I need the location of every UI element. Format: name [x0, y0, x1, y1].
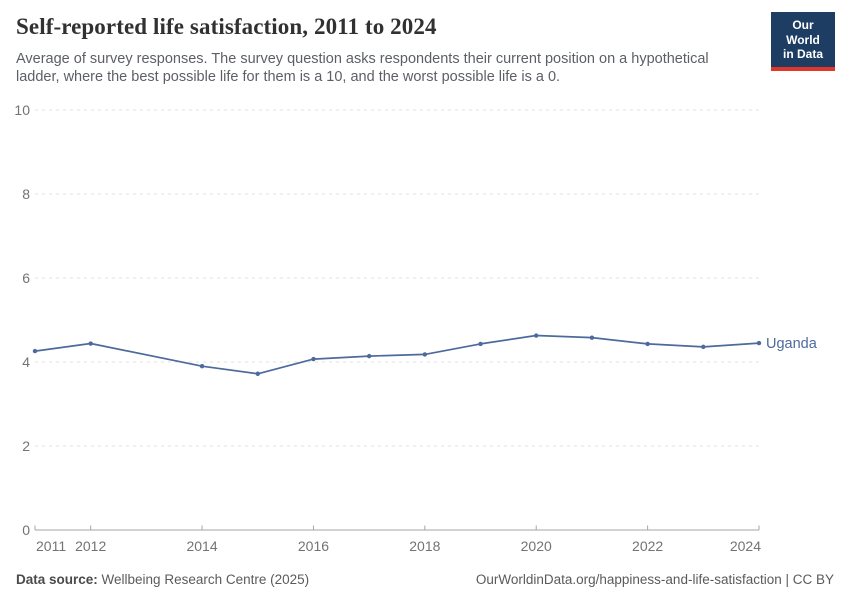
y-tick-label-0: 0: [22, 522, 30, 538]
owid-logo[interactable]: Our World in Data: [771, 12, 835, 71]
data-point-2011: [32, 348, 38, 354]
data-point-2017: [366, 353, 372, 359]
x-tick-label-2022: 2022: [632, 538, 663, 554]
data-point-2023: [701, 344, 706, 350]
x-tick-label-2024: 2024: [730, 538, 761, 554]
data-point-2015: [255, 371, 260, 376]
data-point-2014: [199, 364, 205, 369]
x-tick-label-2020: 2020: [521, 538, 552, 554]
data-point-2018: [422, 352, 428, 357]
data-point-2020: [534, 333, 539, 338]
y-tick-label-2: 2: [22, 438, 30, 454]
x-tick-label-2016: 2016: [298, 538, 329, 554]
x-tick-label-2012: 2012: [75, 538, 106, 554]
data-point-2019: [478, 341, 483, 347]
uganda-series-label: Uganda: [766, 336, 818, 352]
x-tick-label-2018: 2018: [409, 538, 440, 554]
x-tick-label-2014: 2014: [186, 538, 217, 554]
data-source: Data source: Wellbeing Research Centre (…: [16, 572, 309, 587]
owid-url-link[interactable]: OurWorldinData.org/happiness-and-life-sa…: [475, 572, 834, 587]
page-title: Self-reported life satisfaction, 2011 to…: [16, 14, 437, 39]
y-tick-label-8: 8: [22, 186, 30, 202]
data-point-2024: [756, 340, 762, 346]
y-tick-label-10: 10: [14, 102, 30, 118]
y-tick-label-6: 6: [22, 270, 30, 286]
y-tick-label-4: 4: [22, 354, 30, 370]
data-source-label: Data source:: [16, 572, 98, 587]
data-source-text: Wellbeing Research Centre (2025): [97, 572, 310, 587]
data-point-2012: [88, 341, 93, 346]
data-point-2022: [645, 341, 650, 347]
uganda-line-series: [34, 334, 760, 375]
chart-footer: Data source: Wellbeing Research Centre (…: [16, 572, 834, 587]
data-point-2021: [589, 335, 595, 340]
x-tick-label-2011: 2011: [36, 538, 66, 554]
owid-logo-line1: Our World: [786, 18, 820, 47]
chart-subtitle: Average of survey responses. The survey …: [16, 51, 709, 85]
data-point-2016: [311, 356, 316, 362]
owid-logo-line2: in Data: [782, 47, 823, 62]
